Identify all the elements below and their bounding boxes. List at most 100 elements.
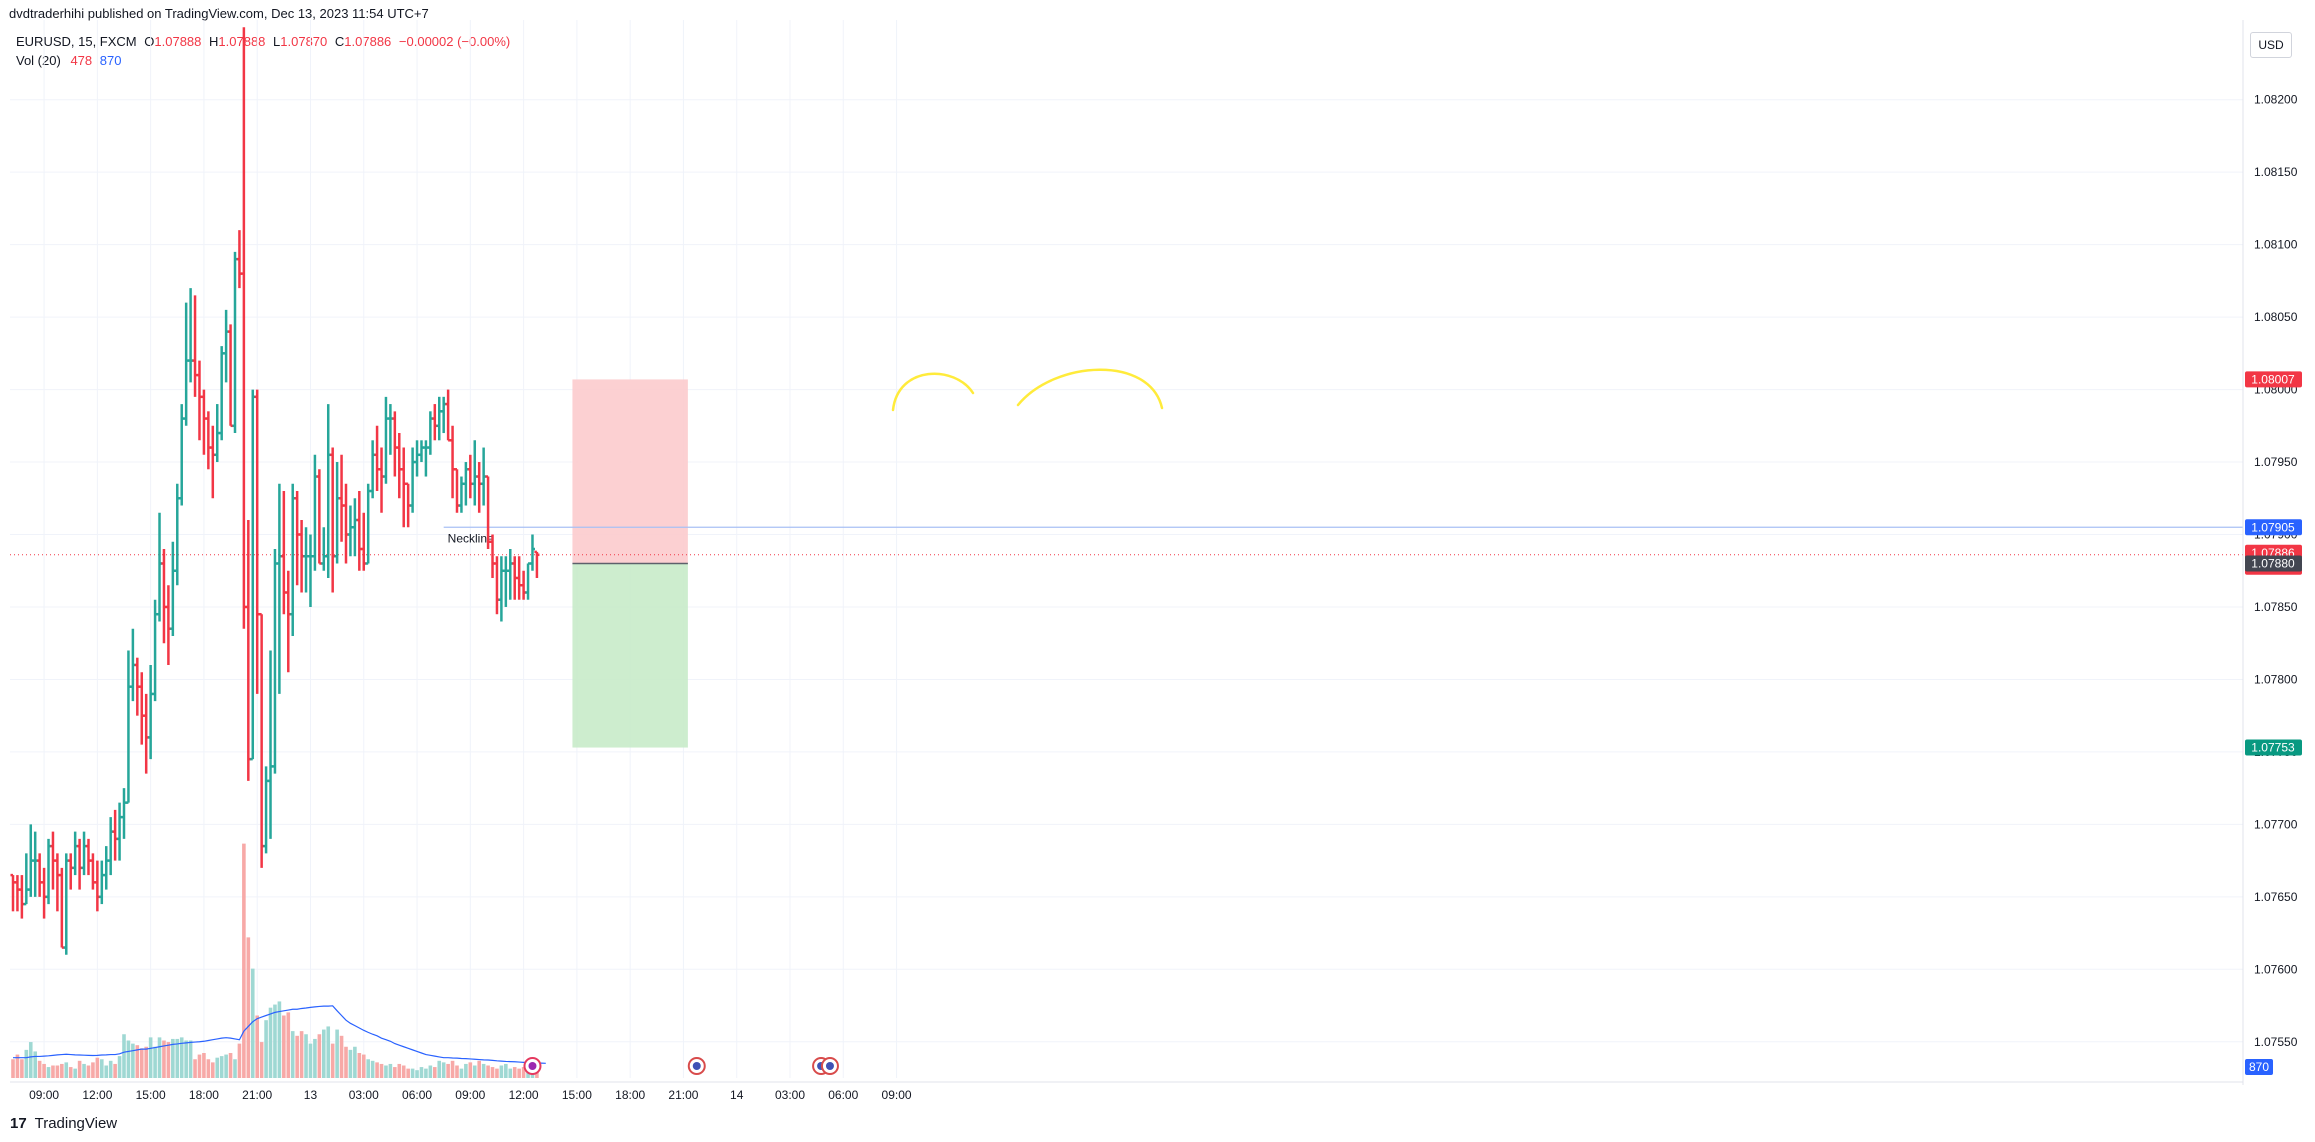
- ohlc-bar: [94, 860, 100, 912]
- currency-button[interactable]: USD: [2250, 32, 2292, 58]
- volume-bar: [472, 1065, 477, 1078]
- ohlc-bar: [117, 802, 123, 861]
- volume-ma-line: [13, 1005, 546, 1064]
- volume-bar: [139, 1048, 144, 1078]
- ohlc-bar: [77, 838, 83, 890]
- ohlc-low-label: L: [273, 34, 281, 49]
- ohlc-bar: [463, 462, 469, 506]
- volume-bar: [73, 1068, 77, 1078]
- ohlc-bar: [68, 853, 74, 890]
- ohlc-bar: [427, 411, 433, 455]
- ohlc-bar: [232, 251, 238, 434]
- price-label-box: [2245, 519, 2302, 536]
- volume-bar: [410, 1068, 415, 1078]
- volume-bar: [188, 1040, 193, 1078]
- ohlc-bar: [59, 867, 65, 949]
- volume-bar: [246, 937, 251, 1078]
- volume-bar: [375, 1062, 379, 1078]
- volume-bar: [366, 1059, 370, 1078]
- volume-bar: [113, 1063, 117, 1078]
- volume-bar: [179, 1037, 184, 1078]
- price-tick-label: 1.07800: [2254, 672, 2298, 686]
- ohlc-bar: [121, 788, 127, 839]
- time-tick-label: 12:00: [82, 1088, 112, 1102]
- ohlc-bar: [254, 389, 260, 694]
- volume-bar: [344, 1046, 348, 1078]
- price-tick-label: 1.08150: [2254, 165, 2298, 179]
- volume-bar: [224, 1054, 228, 1078]
- volume-bar: [37, 1060, 42, 1078]
- ohlc-bar: [361, 512, 367, 571]
- time-tick-label: 21:00: [668, 1088, 698, 1102]
- ohlc-bar: [379, 447, 385, 513]
- time-tick-label: 06:00: [402, 1088, 432, 1102]
- volume-bar: [28, 1042, 33, 1078]
- ohlc-bar: [529, 534, 535, 571]
- volume-bar: [117, 1056, 122, 1078]
- volume-bar: [508, 1068, 513, 1078]
- take-profit-zone: [572, 563, 688, 748]
- ohlc-bar: [139, 672, 145, 745]
- volume-bar: [215, 1057, 220, 1078]
- volume-bar: [415, 1070, 419, 1078]
- price-tick-label: 1.08050: [2254, 310, 2298, 324]
- volume-bar: [353, 1046, 357, 1078]
- ohlc-bar: [521, 570, 527, 600]
- volume-bar: [464, 1063, 468, 1078]
- volume-bar: [233, 1059, 237, 1078]
- volume-bar: [33, 1051, 37, 1078]
- volume-bar: [313, 1038, 317, 1078]
- ohlc-bar: [476, 462, 482, 513]
- ohlc-bar: [441, 396, 447, 434]
- symbol-legend: EURUSD, 15, FXCM O1.07888 H1.07888 L1.07…: [16, 34, 510, 49]
- price-tick-label: 1.07650: [2254, 890, 2298, 904]
- volume-bar: [237, 1043, 242, 1078]
- volume-label: Vol (20): [16, 53, 61, 68]
- volume-bar: [490, 1067, 495, 1078]
- volume-bar: [282, 1015, 286, 1078]
- volume-bar: [171, 1038, 175, 1078]
- volume-bar: [419, 1067, 424, 1078]
- volume-bar: [428, 1065, 433, 1078]
- volume-bar: [424, 1068, 428, 1078]
- volume-bar: [86, 1065, 91, 1078]
- ohlc-bar: [37, 853, 43, 897]
- ohlc-bar: [223, 309, 229, 383]
- ohlc-bar: [245, 520, 251, 781]
- volume-bar: [521, 1067, 526, 1078]
- ohlc-bar: [108, 817, 114, 876]
- price-tick-label: 1.08200: [2254, 93, 2298, 107]
- ohlc-bar: [214, 404, 220, 463]
- ohlc-bar: [418, 440, 424, 463]
- ohlc-bar: [183, 302, 189, 426]
- volume-bar: [459, 1068, 464, 1078]
- volume-bar: [108, 1060, 113, 1078]
- volume-bar: [91, 1062, 95, 1078]
- volume-bar: [517, 1068, 521, 1078]
- volume-bar: [317, 1034, 322, 1078]
- ohlc-bar: [481, 447, 487, 506]
- ohlc-bar: [534, 550, 540, 578]
- volume-bar: [290, 1031, 295, 1078]
- price-label-text: 1.08007: [2251, 372, 2295, 386]
- volume-bar: [184, 1040, 188, 1078]
- volume-bar: [126, 1040, 131, 1078]
- volume-bar: [446, 1063, 450, 1078]
- price-tick-label: 1.07850: [2254, 600, 2298, 614]
- price-tick-label: 1.07600: [2254, 962, 2298, 976]
- ohlc-bar: [14, 875, 20, 912]
- tradingview-logo-icon: 17: [10, 1115, 27, 1132]
- ohlc-high: 1.07888: [218, 34, 266, 49]
- price-tick-label: 1.08100: [2254, 238, 2298, 252]
- time-tick-label: 14: [730, 1088, 744, 1102]
- volume-bar: [504, 1063, 508, 1078]
- volume-bar: [82, 1063, 86, 1078]
- volume-bar: [259, 1042, 264, 1078]
- volume-bar: [242, 843, 246, 1078]
- volume-legend: Vol (20) 478 870: [16, 53, 121, 68]
- ohlc-bar: [303, 527, 309, 593]
- volume-badge-box: [2245, 1059, 2273, 1075]
- volume-bar: [499, 1065, 504, 1078]
- ohlc-bar: [472, 440, 478, 506]
